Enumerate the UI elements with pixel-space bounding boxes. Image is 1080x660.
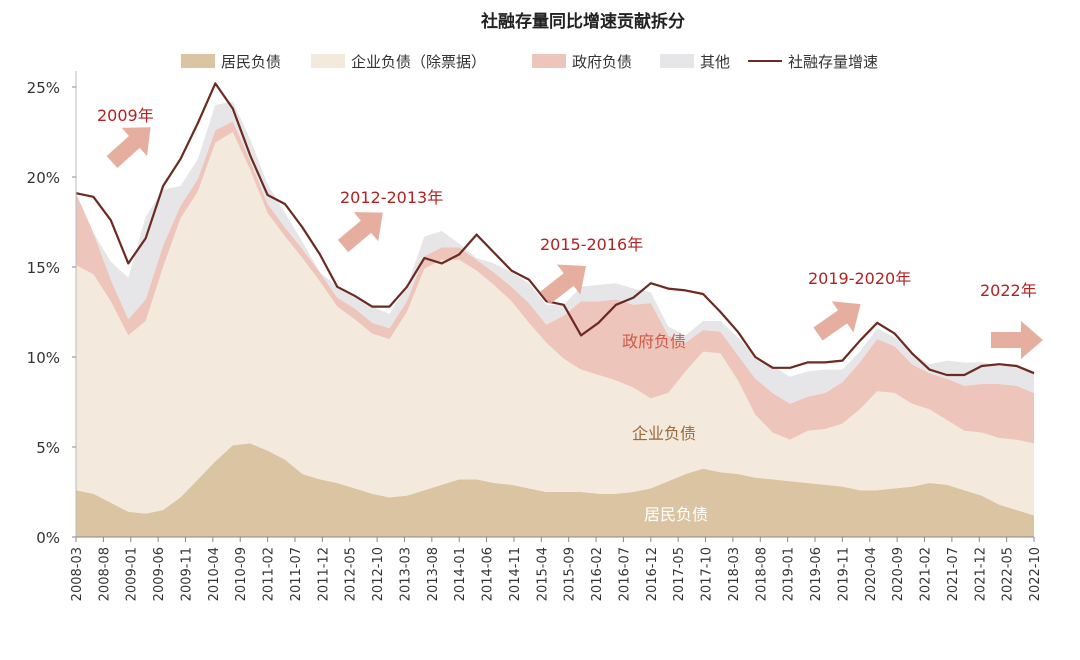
area-inner-label: 居民负债 [644,505,708,524]
axes: 0% 5% 10% 15% 20% 25% 2008-03 2008-08 2009-01 200… [27,71,1043,601]
legend-swatch-other [660,54,694,68]
x-tick-label: 2016-07 [617,547,632,601]
x-tick-label: 2011-07 [289,547,304,601]
x-tick-label: 2022-10 [1028,547,1043,601]
period-annotation: 2022年 [980,281,1037,300]
x-tick-label: 2014-01 [453,547,468,601]
x-tick-label: 2017-10 [700,547,715,601]
x-tick-label: 2011-02 [262,547,277,601]
area-government-liabilities [76,121,1034,444]
x-tick-label: 2017-05 [672,547,687,601]
x-tick-label: 2014-11 [508,547,523,601]
x-tick-label: 2016-02 [590,547,605,601]
chart-title: 社融存量同比增速贡献拆分 [480,11,685,32]
x-tick-label: 2010-09 [234,547,249,601]
plot-area [75,82,1035,537]
y-tick-label: 25% [27,79,60,97]
x-tick-label: 2021-12 [973,547,988,601]
legend-label-tsf-growth: 社融存量增速 [788,53,878,71]
x-tick-label: 2022-05 [1001,547,1016,601]
area-inner-label: 政府负债 [622,332,686,351]
x-tick-label: 2021-02 [919,547,934,601]
legend-label-government: 政府负债 [572,53,632,71]
x-tick-label: 2020-09 [891,547,906,601]
labels: 2009年 2012-2013年 2015-2016年 2019-2020年 2022年… [97,106,1037,524]
legend-swatch-corporate [311,54,345,68]
trend-arrow [337,212,383,253]
y-tick-label: 5% [36,439,60,457]
y-tick-label: 20% [27,169,60,187]
area-other [76,101,1034,404]
period-annotation: 2012-2013年 [340,188,443,207]
x-tick-label: 2015-09 [563,547,578,601]
x-tick-label: 2013-08 [426,547,441,601]
trend-arrow [813,301,861,341]
x-tick-label: 2009-11 [179,547,194,601]
area-household-liabilities [76,443,1034,537]
line-tsf-growth [75,82,1035,377]
x-tick-label: 2015-04 [535,547,550,601]
period-annotation: 2009年 [97,106,154,125]
x-tick-label: 2009-06 [152,547,167,601]
legend-swatch-government [532,54,566,68]
x-tick-label: 2011-12 [316,547,331,601]
trend-arrow [991,321,1043,359]
y-tick-label: 15% [27,259,60,277]
x-tick-label: 2016-12 [645,547,660,601]
x-tick-label: 2012-05 [344,547,359,601]
x-tick-label: 2021-07 [946,547,961,601]
x-tick-label: 2008-08 [97,547,112,601]
period-annotation: 2019-2020年 [808,269,911,288]
x-tick-label: 2020-04 [864,547,879,601]
legend-swatch-household [181,54,215,68]
x-tick-label: 2010-04 [207,547,222,601]
x-tick-label: 2008-03 [70,547,85,601]
area-inner-label: 企业负债 [632,424,696,443]
area-corporate-liabilities [76,132,1034,516]
x-tick-label: 2019-06 [809,547,824,601]
x-tick-label: 2009-01 [125,547,140,601]
x-tick-label: 2018-08 [754,547,769,601]
x-tick-label: 2019-11 [836,547,851,601]
y-tick-label: 0% [36,529,60,547]
x-tick-label: 2014-06 [481,547,496,601]
x-tick-label: 2019-01 [782,547,797,601]
arrows [106,127,1043,359]
x-tick-label: 2018-03 [727,547,742,601]
y-tick-label: 10% [27,349,60,367]
trend-arrow [540,264,586,305]
x-tick-label: 2013-03 [398,547,413,601]
x-tick-label: 2012-10 [371,547,386,601]
legend: 居民负债 企业负债（除票据） 政府负债 其他 社融存量增速 [181,53,878,71]
period-annotation: 2015-2016年 [540,235,643,254]
legend-label-corporate: 企业负债（除票据） [351,53,486,71]
trend-arrow [106,127,151,168]
legend-label-household: 居民负债 [221,53,281,71]
legend-label-other: 其他 [700,53,730,71]
